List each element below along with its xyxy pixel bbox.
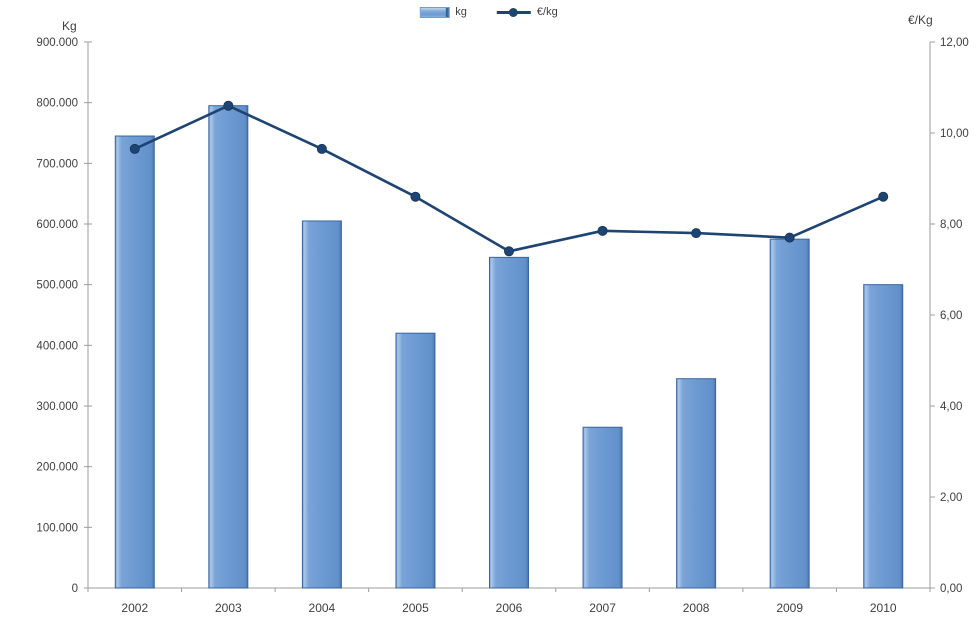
line-series-swatch-icon: [496, 7, 531, 17]
right-axis-tick-label: 0,00: [940, 583, 962, 595]
bar-2008: [676, 378, 717, 589]
legend-item-eur-per-kg: €/kg: [496, 6, 558, 18]
bar-2005: [395, 332, 436, 589]
right-axis-tick-label: 10,00: [940, 128, 969, 140]
left-axis-tick-label: 0: [72, 583, 78, 595]
right-axis-tick-label: 2,00: [940, 492, 962, 504]
bar-2003: [208, 105, 249, 589]
left-axis-tick-label: 100.000: [36, 522, 78, 534]
bar-2004: [301, 220, 342, 589]
right-axis-tick-label: 6,00: [940, 310, 962, 322]
bar-2010: [863, 284, 904, 589]
left-axis-tick-label: 700.000: [36, 158, 78, 170]
x-axis-category-label: 2007: [589, 601, 616, 615]
x-axis-category-label: 2005: [402, 601, 429, 615]
right-axis-title: €/Kg: [908, 13, 933, 27]
line-point-2009: [784, 232, 795, 243]
x-axis-category-label: 2002: [121, 601, 148, 615]
x-axis-category-label: 2003: [215, 601, 242, 615]
x-axis-category-label: 2006: [496, 601, 523, 615]
left-axis-tick-label: 800.000: [36, 98, 78, 110]
left-axis-tick-label: 300.000: [36, 401, 78, 413]
legend-label-kg: kg: [455, 6, 467, 18]
right-axis-tick-label: 8,00: [940, 219, 962, 231]
line-point-2005: [410, 191, 421, 202]
chart-legend: kg €/kg: [419, 6, 558, 18]
x-axis-category-label: 2008: [683, 601, 710, 615]
bar-2009: [769, 238, 810, 589]
legend-label-eur-per-kg: €/kg: [536, 6, 558, 18]
left-axis-tick-label: 500.000: [36, 280, 78, 292]
line-point-2008: [691, 228, 702, 239]
right-axis-tick-label: 12,00: [940, 37, 969, 49]
line-point-2003: [223, 100, 234, 111]
bar-2007: [582, 426, 623, 589]
line-point-2002: [129, 143, 140, 154]
line-point-2010: [878, 191, 889, 202]
bar-2002: [114, 135, 155, 589]
legend-item-kg: kg: [419, 6, 467, 18]
bar-2006: [489, 256, 529, 589]
bar-series-swatch-icon: [419, 6, 450, 18]
line-point-2007: [597, 225, 608, 236]
left-axis-tick-label: 900.000: [36, 37, 78, 49]
x-axis-category-label: 2010: [870, 601, 897, 615]
x-axis-category-label: 2004: [309, 601, 336, 615]
left-axis-tick-label: 200.000: [36, 462, 78, 474]
left-axis-tick-label: 600.000: [36, 219, 78, 231]
left-axis-tick-label: 400.000: [36, 340, 78, 352]
line-point-2004: [316, 143, 327, 154]
right-axis-tick-label: 4,00: [940, 401, 962, 413]
x-axis-category-label: 2009: [776, 601, 803, 615]
line-point-2006: [503, 246, 514, 257]
left-axis-title: Kg: [62, 19, 77, 33]
